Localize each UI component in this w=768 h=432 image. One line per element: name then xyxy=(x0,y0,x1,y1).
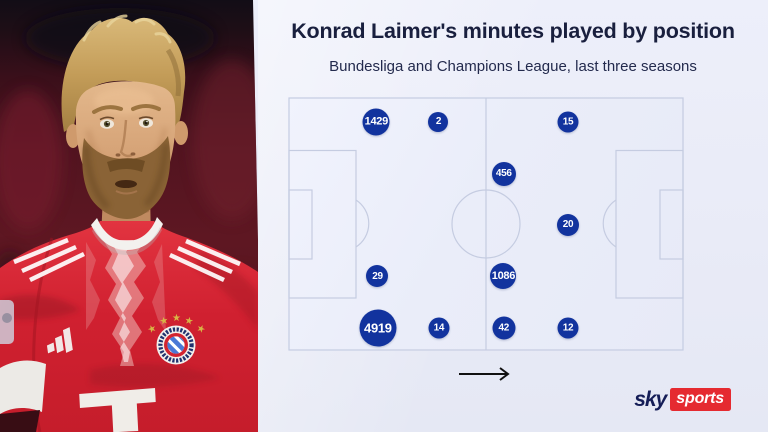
minutes-bubble: 1086 xyxy=(490,263,517,290)
minutes-bubble: 2 xyxy=(428,111,449,132)
minutes-bubble: 4919 xyxy=(359,309,397,347)
sky-sports-logo: sky sports xyxy=(634,388,731,411)
minutes-bubble: 15 xyxy=(557,111,579,133)
svg-text:★: ★ xyxy=(172,313,181,324)
minutes-bubble: 29 xyxy=(366,265,389,288)
sky-wordmark: sky xyxy=(634,388,667,411)
svg-text:★: ★ xyxy=(146,323,159,337)
adidas-logo xyxy=(46,327,73,354)
pitch-lines xyxy=(288,97,684,351)
svg-text:★: ★ xyxy=(159,315,170,328)
svg-text:★: ★ xyxy=(183,315,194,328)
minutes-bubble: 20 xyxy=(556,213,579,236)
minutes-bubble: 1429 xyxy=(362,108,390,136)
bayern-crest xyxy=(156,325,196,365)
attack-direction-arrow-icon xyxy=(459,367,510,381)
page-subtitle: Bundesliga and Champions League, last th… xyxy=(329,58,697,75)
crest-stars: ★ ★ ★ ★ ★ xyxy=(146,313,207,336)
pitch: 1429 2 15 456 20 29 1086 4919 14 42 12 xyxy=(288,97,684,351)
minutes-bubble: 42 xyxy=(492,316,516,340)
player-photo: ★ ★ ★ ★ ★ xyxy=(0,0,258,432)
player-head xyxy=(61,14,188,219)
page-title: Konrad Laimer's minutes played by positi… xyxy=(291,19,735,43)
minutes-bubble: 456 xyxy=(491,161,516,186)
minutes-bubble: 12 xyxy=(557,317,579,339)
telekom-logo xyxy=(79,388,156,432)
sports-wordmark: sports xyxy=(670,388,731,411)
minutes-bubble: 14 xyxy=(428,317,450,339)
player-photo-illustration: ★ ★ ★ ★ ★ xyxy=(0,0,258,432)
chart-panel: Konrad Laimer's minutes played by positi… xyxy=(258,0,768,432)
svg-text:★: ★ xyxy=(194,323,207,337)
